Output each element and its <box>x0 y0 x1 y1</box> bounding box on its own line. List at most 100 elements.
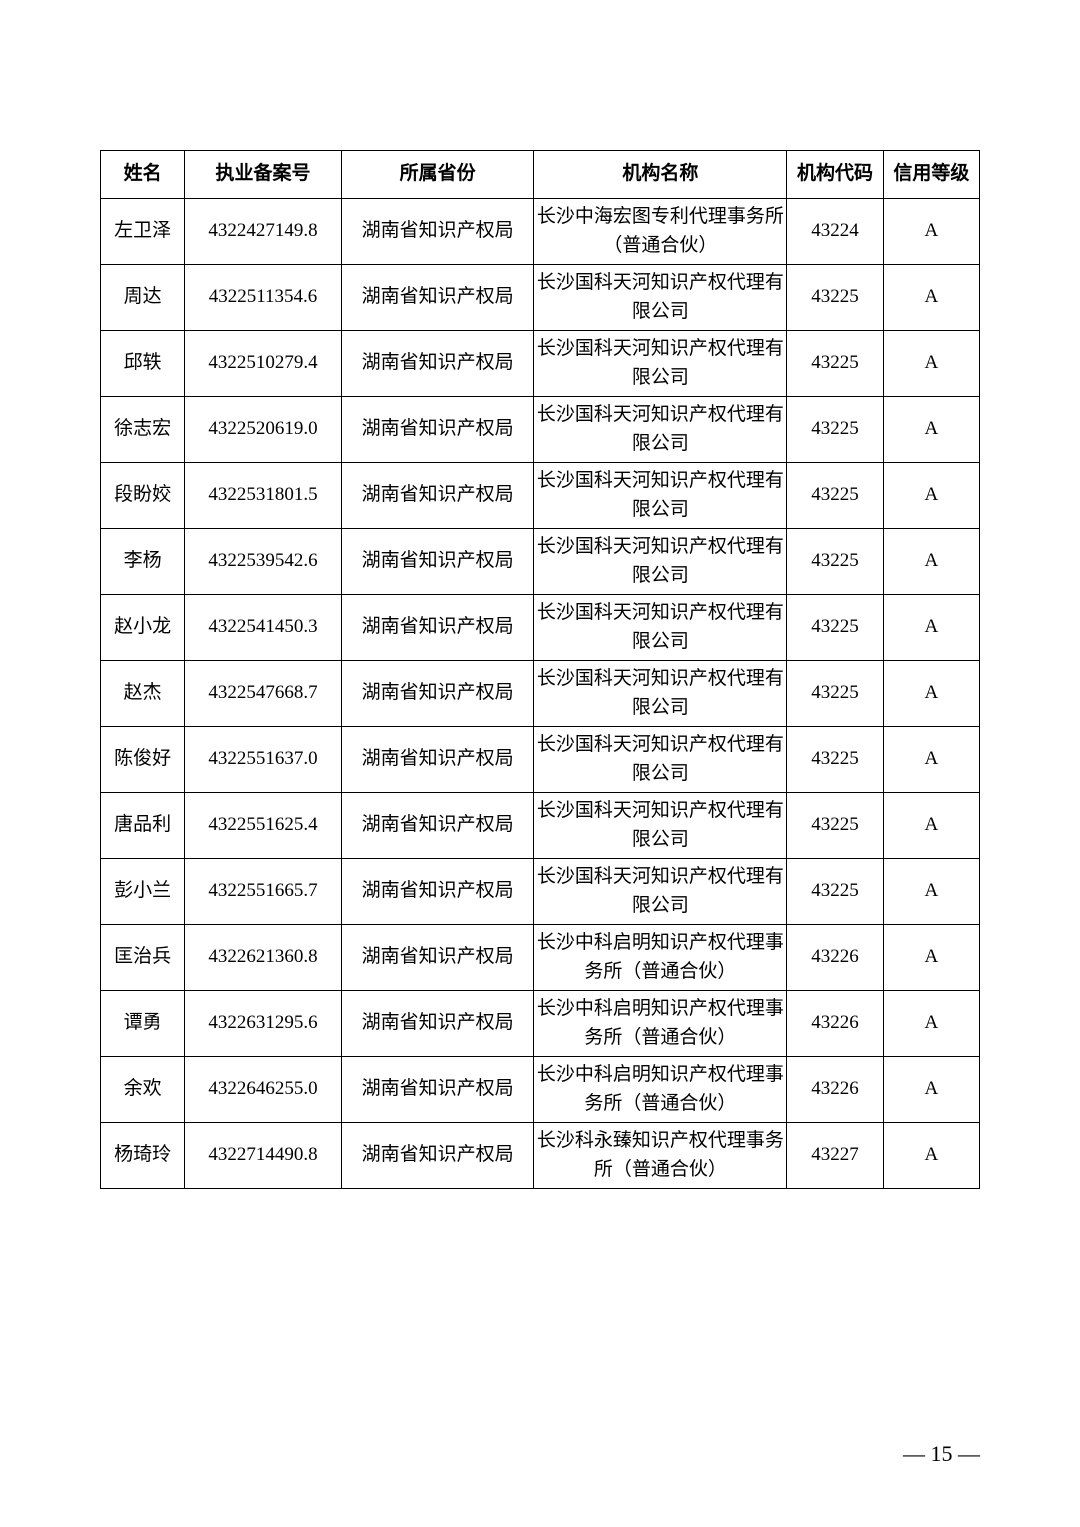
cell-code: 43225 <box>787 793 883 859</box>
cell-code: 43225 <box>787 265 883 331</box>
cell-grade: A <box>883 1057 979 1123</box>
cell-grade: A <box>883 397 979 463</box>
cell-code: 43227 <box>787 1123 883 1189</box>
cell-org: 长沙国科天河知识产权代理有限公司 <box>534 859 787 925</box>
cell-org: 长沙中科启明知识产权代理事务所（普通合伙） <box>534 1057 787 1123</box>
cell-name: 李杨 <box>101 529 185 595</box>
cell-grade: A <box>883 859 979 925</box>
cell-org: 长沙国科天河知识产权代理有限公司 <box>534 331 787 397</box>
cell-license: 4322541450.3 <box>185 595 342 661</box>
table-row: 赵小龙4322541450.3湖南省知识产权局长沙国科天河知识产权代理有限公司4… <box>101 595 980 661</box>
cell-province: 湖南省知识产权局 <box>341 991 534 1057</box>
cell-name: 余欢 <box>101 1057 185 1123</box>
cell-grade: A <box>883 463 979 529</box>
cell-province: 湖南省知识产权局 <box>341 727 534 793</box>
table-body: 左卫泽4322427149.8湖南省知识产权局长沙中海宏图专利代理事务所（普通合… <box>101 199 980 1189</box>
table-row: 彭小兰4322551665.7湖南省知识产权局长沙国科天河知识产权代理有限公司4… <box>101 859 980 925</box>
table-row: 陈俊好4322551637.0湖南省知识产权局长沙国科天河知识产权代理有限公司4… <box>101 727 980 793</box>
cell-name: 匡治兵 <box>101 925 185 991</box>
cell-org: 长沙国科天河知识产权代理有限公司 <box>534 529 787 595</box>
cell-grade: A <box>883 595 979 661</box>
cell-name: 杨琦玲 <box>101 1123 185 1189</box>
cell-name: 周达 <box>101 265 185 331</box>
header-grade: 信用等级 <box>883 151 979 199</box>
cell-license: 4322510279.4 <box>185 331 342 397</box>
table-row: 段盼姣4322531801.5湖南省知识产权局长沙国科天河知识产权代理有限公司4… <box>101 463 980 529</box>
cell-license: 4322714490.8 <box>185 1123 342 1189</box>
page-number: — 15 — <box>903 1441 980 1467</box>
cell-province: 湖南省知识产权局 <box>341 199 534 265</box>
cell-province: 湖南省知识产权局 <box>341 397 534 463</box>
cell-province: 湖南省知识产权局 <box>341 463 534 529</box>
table-row: 李杨4322539542.6湖南省知识产权局长沙国科天河知识产权代理有限公司43… <box>101 529 980 595</box>
cell-license: 4322531801.5 <box>185 463 342 529</box>
cell-code: 43225 <box>787 661 883 727</box>
table-row: 谭勇4322631295.6湖南省知识产权局长沙中科启明知识产权代理事务所（普通… <box>101 991 980 1057</box>
header-license: 执业备案号 <box>185 151 342 199</box>
table-row: 余欢4322646255.0湖南省知识产权局长沙中科启明知识产权代理事务所（普通… <box>101 1057 980 1123</box>
cell-province: 湖南省知识产权局 <box>341 793 534 859</box>
cell-org: 长沙国科天河知识产权代理有限公司 <box>534 265 787 331</box>
cell-org: 长沙国科天河知识产权代理有限公司 <box>534 463 787 529</box>
table-row: 唐品利4322551625.4湖南省知识产权局长沙国科天河知识产权代理有限公司4… <box>101 793 980 859</box>
cell-code: 43225 <box>787 397 883 463</box>
cell-province: 湖南省知识产权局 <box>341 595 534 661</box>
cell-grade: A <box>883 199 979 265</box>
cell-name: 陈俊好 <box>101 727 185 793</box>
cell-grade: A <box>883 529 979 595</box>
cell-grade: A <box>883 331 979 397</box>
cell-org: 长沙国科天河知识产权代理有限公司 <box>534 727 787 793</box>
cell-grade: A <box>883 991 979 1057</box>
table-row: 徐志宏4322520619.0湖南省知识产权局长沙国科天河知识产权代理有限公司4… <box>101 397 980 463</box>
table-row: 周达4322511354.6湖南省知识产权局长沙国科天河知识产权代理有限公司43… <box>101 265 980 331</box>
header-code: 机构代码 <box>787 151 883 199</box>
cell-code: 43226 <box>787 991 883 1057</box>
cell-code: 43226 <box>787 1057 883 1123</box>
cell-org: 长沙科永臻知识产权代理事务所（普通合伙） <box>534 1123 787 1189</box>
cell-name: 邱轶 <box>101 331 185 397</box>
table-row: 匡治兵4322621360.8湖南省知识产权局长沙中科启明知识产权代理事务所（普… <box>101 925 980 991</box>
cell-name: 段盼姣 <box>101 463 185 529</box>
cell-grade: A <box>883 925 979 991</box>
cell-grade: A <box>883 265 979 331</box>
cell-province: 湖南省知识产权局 <box>341 1123 534 1189</box>
cell-name: 左卫泽 <box>101 199 185 265</box>
cell-province: 湖南省知识产权局 <box>341 661 534 727</box>
cell-license: 4322511354.6 <box>185 265 342 331</box>
header-province: 所属省份 <box>341 151 534 199</box>
cell-grade: A <box>883 727 979 793</box>
cell-name: 谭勇 <box>101 991 185 1057</box>
table-row: 邱轶4322510279.4湖南省知识产权局长沙国科天河知识产权代理有限公司43… <box>101 331 980 397</box>
cell-grade: A <box>883 661 979 727</box>
data-table: 姓名 执业备案号 所属省份 机构名称 机构代码 信用等级 左卫泽43224271… <box>100 150 980 1189</box>
cell-grade: A <box>883 793 979 859</box>
cell-license: 4322427149.8 <box>185 199 342 265</box>
header-org: 机构名称 <box>534 151 787 199</box>
cell-name: 徐志宏 <box>101 397 185 463</box>
cell-code: 43225 <box>787 727 883 793</box>
page-container: 姓名 执业备案号 所属省份 机构名称 机构代码 信用等级 左卫泽43224271… <box>0 0 1080 1269</box>
cell-code: 43225 <box>787 331 883 397</box>
cell-name: 赵杰 <box>101 661 185 727</box>
cell-code: 43225 <box>787 859 883 925</box>
cell-org: 长沙中科启明知识产权代理事务所（普通合伙） <box>534 991 787 1057</box>
cell-license: 4322551637.0 <box>185 727 342 793</box>
cell-org: 长沙国科天河知识产权代理有限公司 <box>534 661 787 727</box>
cell-license: 4322631295.6 <box>185 991 342 1057</box>
cell-org: 长沙国科天河知识产权代理有限公司 <box>534 793 787 859</box>
cell-name: 赵小龙 <box>101 595 185 661</box>
cell-license: 4322520619.0 <box>185 397 342 463</box>
table-header: 姓名 执业备案号 所属省份 机构名称 机构代码 信用等级 <box>101 151 980 199</box>
cell-province: 湖南省知识产权局 <box>341 529 534 595</box>
cell-grade: A <box>883 1123 979 1189</box>
table-row: 杨琦玲4322714490.8湖南省知识产权局长沙科永臻知识产权代理事务所（普通… <box>101 1123 980 1189</box>
cell-code: 43225 <box>787 529 883 595</box>
cell-province: 湖南省知识产权局 <box>341 265 534 331</box>
cell-license: 4322551665.7 <box>185 859 342 925</box>
cell-license: 4322621360.8 <box>185 925 342 991</box>
cell-code: 43225 <box>787 595 883 661</box>
cell-code: 43224 <box>787 199 883 265</box>
cell-license: 4322646255.0 <box>185 1057 342 1123</box>
cell-code: 43226 <box>787 925 883 991</box>
cell-license: 4322539542.6 <box>185 529 342 595</box>
